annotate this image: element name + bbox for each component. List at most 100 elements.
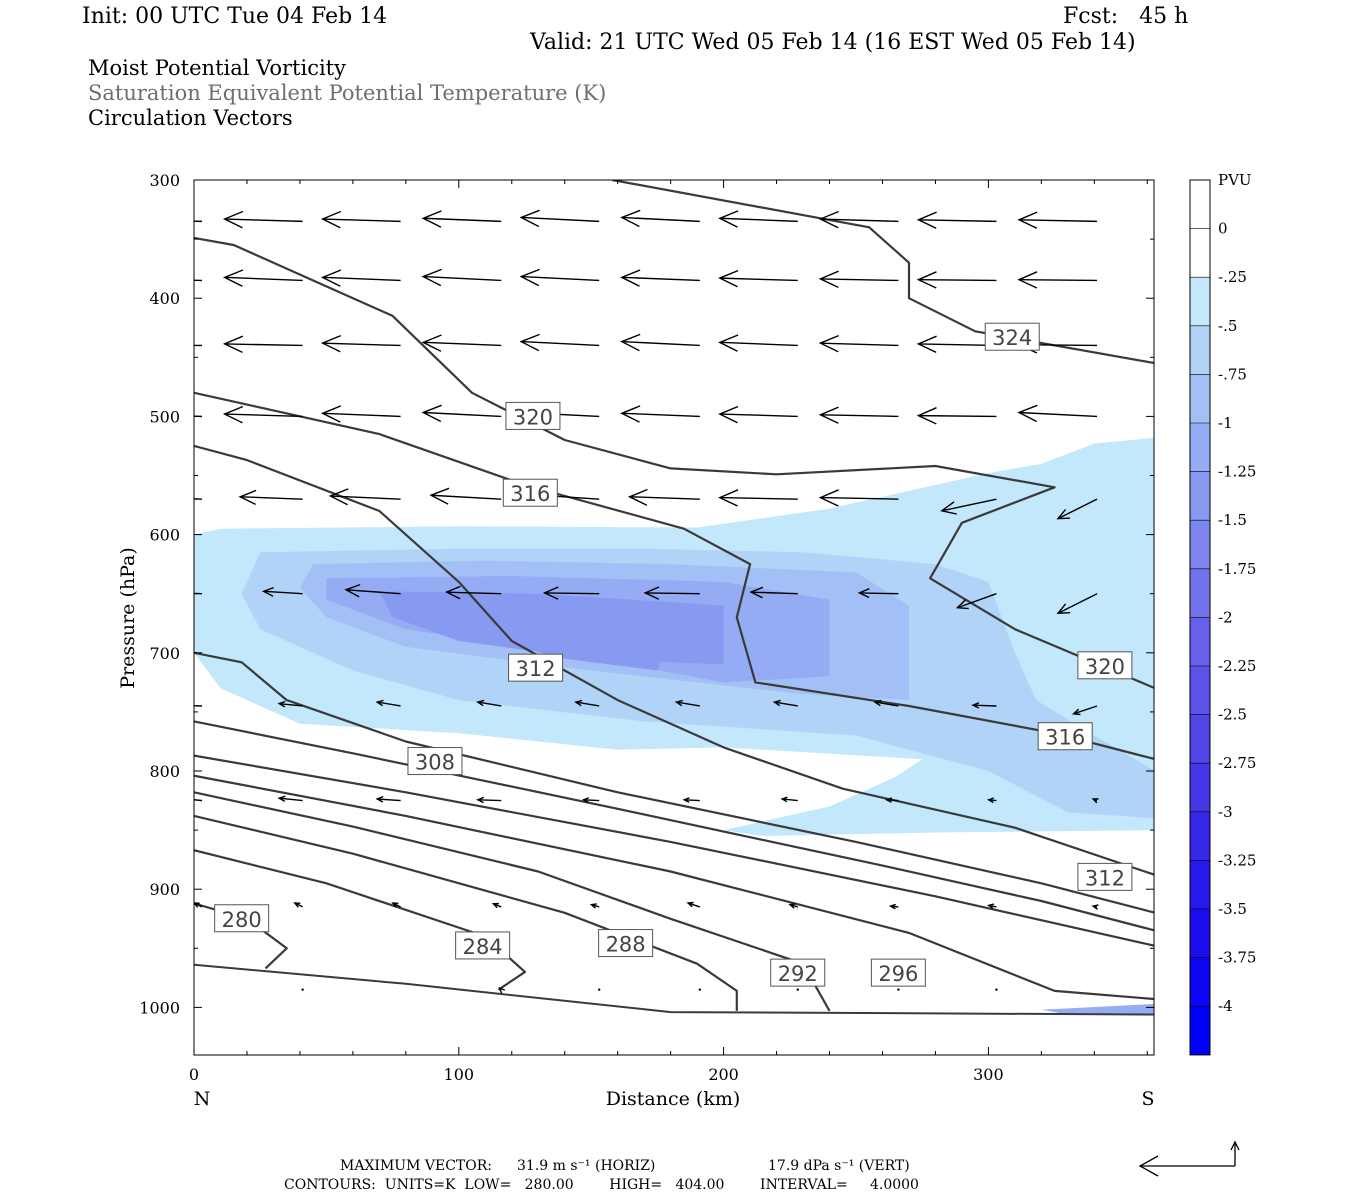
contour-label-box — [870, 958, 926, 987]
vector-arrow — [888, 903, 899, 910]
colorbar-swatch — [1190, 666, 1210, 716]
vector-arrow — [718, 405, 798, 424]
colorbar-label: -3.5 — [1218, 900, 1247, 918]
x-tick-label: 0 — [189, 1065, 199, 1084]
theta-e-contour — [194, 651, 1154, 914]
contour-label: 312 — [1085, 866, 1125, 890]
vector-arrow — [293, 902, 303, 908]
contour-label-box — [214, 904, 270, 933]
vector-arrow — [261, 586, 303, 597]
vector-arrow — [476, 796, 502, 804]
vector-arrow — [873, 699, 899, 707]
south-label: S — [1141, 1088, 1154, 1110]
vector-arrow — [916, 271, 997, 289]
vector-arrow — [320, 269, 401, 287]
surface-line — [194, 963, 1154, 1016]
vector-arrow — [788, 903, 799, 909]
colorbar-label: -3.75 — [1218, 949, 1256, 967]
contour-label-box — [505, 401, 561, 430]
vector-arrow — [421, 210, 502, 228]
vector-arrow — [519, 268, 600, 287]
colorbar-swatch — [1190, 617, 1210, 667]
vector-arrow — [718, 489, 798, 507]
colorbar-label: -3 — [1218, 803, 1233, 821]
contour-label: 316 — [510, 482, 550, 506]
x-tick-label: 300 — [973, 1065, 1004, 1084]
colorbar-label: -1 — [1218, 414, 1233, 432]
colorbar-swatch — [1190, 374, 1210, 424]
max-vector-vertical: 17.9 dPa s⁻¹ (VERT) — [768, 1158, 910, 1174]
colorbar-swatch — [1190, 763, 1210, 813]
x-axis-title: Distance (km) — [606, 1088, 741, 1110]
vector-arrow — [1056, 593, 1098, 614]
x-tick-label: 200 — [708, 1065, 739, 1084]
field-title-mpv: Moist Potential Vorticity — [88, 56, 346, 80]
contour-label: 280 — [222, 908, 262, 932]
vector-arrow — [421, 268, 502, 287]
reference-vector-icon — [1138, 1140, 1240, 1177]
max-vector-horizontal: 31.9 m s⁻¹ (HORIZ) — [517, 1158, 656, 1174]
vector-arrow — [897, 988, 900, 991]
colorbar-swatch — [1190, 228, 1210, 278]
vector-arrow — [620, 333, 700, 352]
contour-label: 288 — [606, 933, 646, 957]
colorbar-label: -.5 — [1218, 317, 1237, 335]
valid-time: Valid: 21 UTC Wed 05 Feb 14 (16 EST Wed … — [530, 30, 1136, 55]
colorbar-label: -2.25 — [1218, 657, 1256, 675]
vector-arrow — [328, 488, 401, 506]
vector-arrow — [194, 799, 203, 802]
vector-arrow — [1017, 404, 1098, 423]
contour-label: 284 — [463, 935, 503, 959]
vector-arrow — [682, 797, 700, 803]
vector-arrow — [344, 583, 401, 598]
theta-e-contour — [612, 180, 1154, 365]
vector-arrow — [986, 903, 997, 910]
y-tick-label: 800 — [149, 762, 180, 781]
vector-arrow — [222, 210, 303, 229]
vector-arrow — [320, 334, 401, 353]
contour-label: 308 — [415, 751, 455, 775]
vector-arrow — [598, 988, 601, 991]
colorbar-swatch — [1190, 909, 1210, 959]
contour-label-box — [502, 478, 558, 507]
contour-label: 320 — [1085, 655, 1125, 679]
vector-arrow — [222, 269, 303, 287]
vector-arrow — [916, 407, 997, 425]
vector-arrow — [749, 586, 798, 599]
colorbar-swatch — [1190, 714, 1210, 764]
vector-arrow — [581, 797, 600, 803]
forecast-hour: Fcst: 45 h — [1063, 4, 1189, 29]
y-tick-label: 600 — [149, 526, 180, 545]
vector-arrow — [320, 210, 401, 229]
vector-arrow — [627, 488, 700, 506]
vector-arrow — [320, 405, 401, 423]
axes-layer: 300 400 500 600 700 800 900 1000 0 100 200 300 N S Dis… — [117, 171, 1155, 1110]
vector-arrow — [718, 334, 798, 352]
init-time: Init: 00 UTC Tue 04 Feb 14 — [82, 4, 388, 29]
colorbar-swatch — [1190, 957, 1210, 1007]
x-tick-label: 100 — [444, 1065, 475, 1084]
colorbar-label: -1.25 — [1218, 463, 1256, 481]
colorbar-label: -2 — [1218, 608, 1233, 626]
vector-arrow — [421, 334, 502, 352]
vector-arrow — [491, 902, 502, 909]
theta-e-contour — [194, 236, 1154, 689]
theta-e-contour — [194, 754, 1154, 947]
vector-arrow — [194, 279, 203, 282]
contour-label-layer: 324 320 316 312 320 316 308 312 280 284 288 292 296 — [214, 322, 1133, 987]
colorbar: PVU 0 -.25 -.5 -.75 -1 -1.25 -1.5 -1.75 -2 -2.25 -2… — [1189, 171, 1256, 1056]
contour-label: 296 — [878, 962, 918, 986]
colorbar-swatch — [1190, 1006, 1210, 1056]
vector-arrow — [674, 699, 700, 707]
colorbar-swatch — [1190, 325, 1210, 375]
y-tick-label: 900 — [149, 880, 180, 899]
colorbar-swatch — [1190, 423, 1210, 473]
vector-arrow — [718, 210, 798, 228]
vector-arrow — [818, 406, 899, 424]
vector-arrow — [238, 489, 303, 506]
vector-arrow — [429, 487, 502, 505]
y-tick-label: 1000 — [139, 998, 180, 1017]
colorbar-swatch — [1190, 811, 1210, 861]
vector-arrow — [1091, 904, 1099, 910]
